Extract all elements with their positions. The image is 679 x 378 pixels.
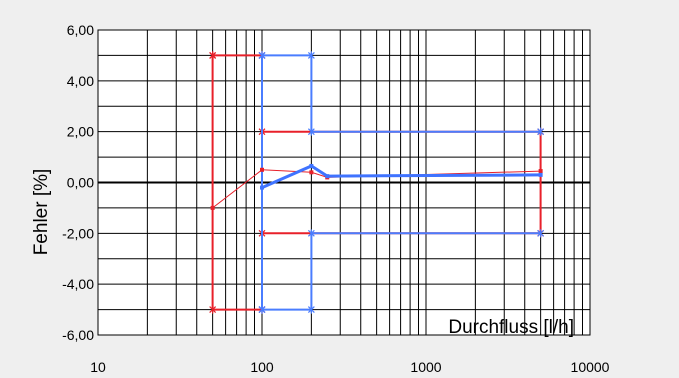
data-point-marker bbox=[307, 229, 315, 238]
measured-point bbox=[309, 163, 314, 168]
measured-point bbox=[210, 205, 215, 210]
measured-point bbox=[309, 170, 314, 175]
y-tick-label: -6,00 bbox=[62, 327, 94, 343]
y-tick-labels: 6,00 4,00 2,00 0,00 -2,00 -4,00 -6,00 bbox=[62, 22, 94, 343]
data-point-marker bbox=[209, 305, 217, 314]
data-point-marker bbox=[537, 229, 545, 238]
measured-point bbox=[538, 172, 543, 177]
data-point-marker bbox=[307, 305, 315, 314]
y-tick-label: 6,00 bbox=[67, 22, 94, 38]
x-tick-label: 1000 bbox=[410, 359, 441, 375]
x-tick-label: 10000 bbox=[571, 359, 610, 375]
measured-point bbox=[325, 174, 330, 179]
y-tick-label: -2,00 bbox=[62, 225, 94, 241]
y-tick-label: 2,00 bbox=[67, 124, 94, 140]
x-axis-title: Durchfluss [l/h] bbox=[448, 317, 574, 338]
measured-point bbox=[538, 169, 543, 174]
series-layer bbox=[209, 51, 545, 314]
data-point-marker bbox=[307, 51, 315, 60]
x-tick-label: 10 bbox=[90, 359, 106, 375]
plot-border bbox=[97, 29, 591, 336]
y-tick-label: 4,00 bbox=[67, 73, 94, 89]
x-tick-labels: 10 100 1000 10000 bbox=[90, 359, 609, 375]
data-point-marker bbox=[258, 51, 266, 60]
error-limit-line bbox=[262, 232, 541, 311]
measured-point bbox=[260, 185, 264, 190]
data-point-marker bbox=[258, 305, 266, 314]
measured-point bbox=[260, 167, 264, 172]
y-axis-title: Fehler [%] bbox=[31, 169, 52, 256]
y-tick-label: 0,00 bbox=[67, 175, 94, 191]
grid bbox=[97, 29, 591, 336]
data-point-marker bbox=[537, 127, 545, 136]
error-limit-line bbox=[262, 54, 541, 133]
data-point-marker bbox=[209, 51, 217, 60]
measured-error-line bbox=[261, 164, 541, 189]
plot-frame bbox=[97, 29, 591, 336]
data-point-marker bbox=[307, 127, 315, 136]
y-tick-label: -4,00 bbox=[62, 276, 94, 292]
x-tick-label: 100 bbox=[250, 359, 274, 375]
